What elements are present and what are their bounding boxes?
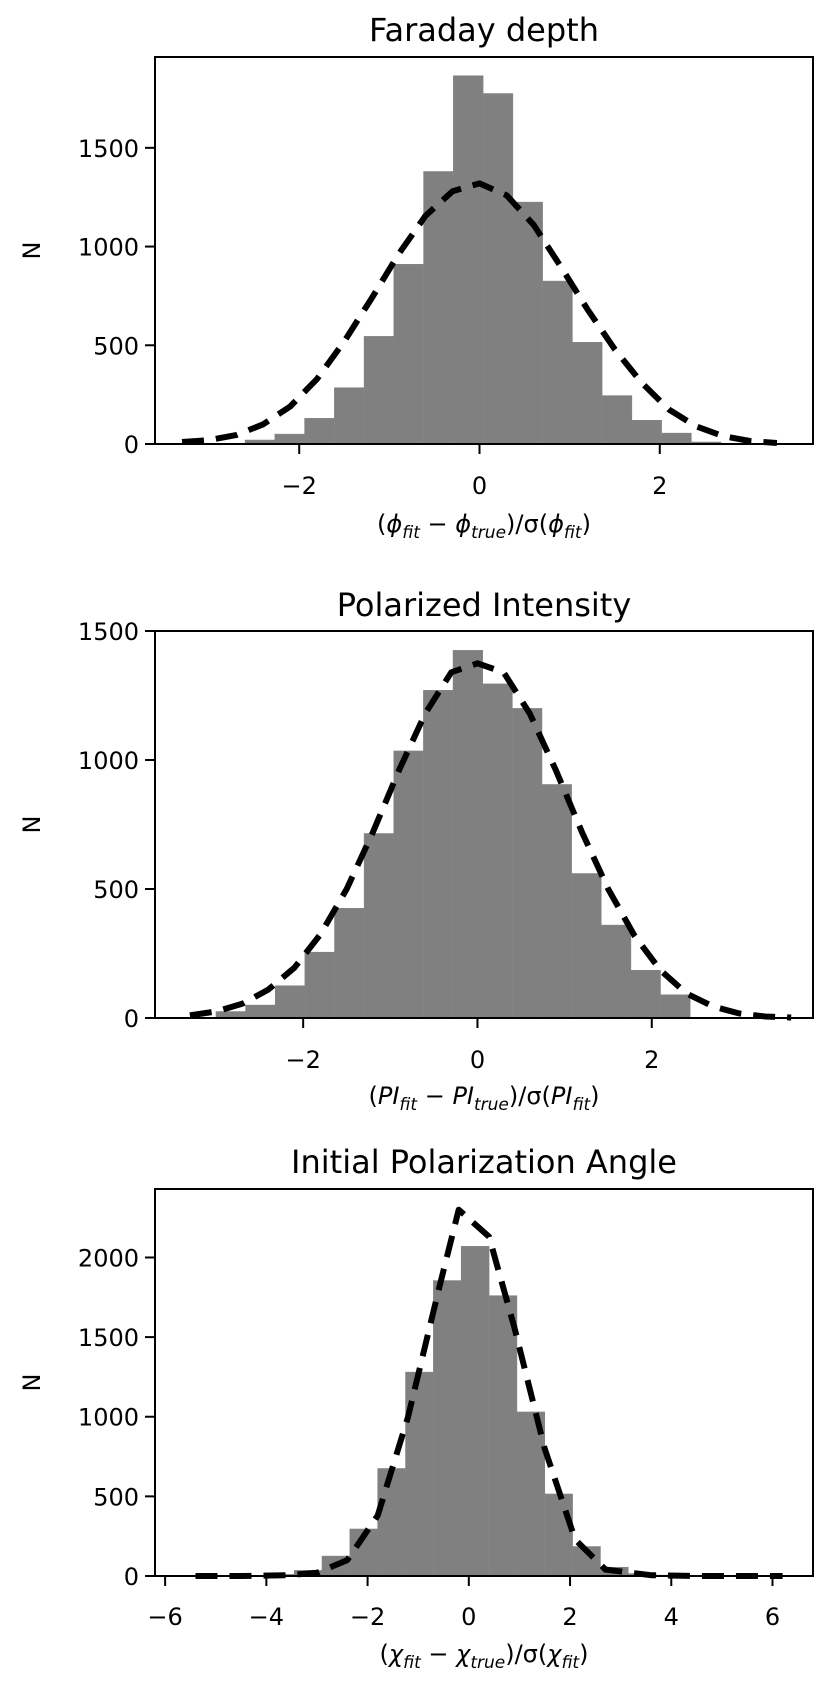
histogram-bar (660, 994, 691, 1019)
plot-frame (154, 56, 814, 445)
y-tick-label: 500 (93, 332, 139, 360)
x-tick-label: 4 (664, 1603, 679, 1631)
histogram-bar (571, 873, 602, 1019)
x-axis-label: (ϕfit − ϕtrue)/σ(ϕfit) (377, 510, 591, 543)
y-axis-label: N (18, 1374, 46, 1392)
histogram-bar (601, 395, 633, 445)
chart-title: Initial Polarization Angle (291, 1143, 677, 1181)
histogram-bar (516, 1411, 546, 1577)
plot-frame (154, 630, 814, 1019)
histogram-bar (541, 784, 572, 1019)
y-tick-label: 1000 (78, 234, 139, 262)
x-tick-label: 6 (765, 1603, 780, 1631)
histogram-bar (334, 387, 365, 445)
histogram-bar (453, 75, 484, 445)
x-tick-label: 2 (562, 1603, 577, 1631)
x-tick-label: −2 (350, 1603, 385, 1631)
x-tick-label: −6 (147, 1603, 182, 1631)
histogram-bar (363, 833, 395, 1019)
chart-panel-3: Initial Polarization Angle −6 −4 −2 0 2 4 6 0 500… (18, 1143, 814, 1673)
y-tick-label: 0 (124, 1005, 139, 1033)
histogram-bar (630, 969, 661, 1019)
y-tick-label: 1000 (78, 747, 139, 775)
chart-title: Faraday depth (369, 11, 599, 49)
histogram-bar (572, 342, 603, 445)
fit-curve-line (189, 660, 792, 1021)
histogram-bar (274, 433, 305, 445)
histogram-bar (512, 708, 543, 1019)
y-tick-label: 1500 (78, 618, 139, 646)
histogram-bar (423, 690, 454, 1019)
histogram-bar (334, 908, 365, 1019)
x-tick-label: 0 (472, 472, 487, 500)
histogram-bar (393, 750, 424, 1019)
y-tick-label: 1000 (78, 1404, 139, 1432)
y-tick-label: 1500 (78, 135, 139, 163)
histogram-bar (661, 432, 692, 445)
y-tick-label: 0 (124, 431, 139, 459)
histogram-bar (482, 93, 514, 445)
histogram-bar (433, 1280, 462, 1577)
fit-curve-line (195, 1206, 783, 1579)
histogram-bar (600, 924, 632, 1019)
y-tick-label: 2000 (78, 1244, 139, 1272)
x-tick-label: −4 (249, 1603, 284, 1631)
histogram-bar (512, 201, 543, 445)
x-tick-label: 2 (644, 1046, 659, 1074)
histogram-bar (304, 418, 335, 445)
fit-curve-line (181, 180, 778, 446)
histogram-bar (544, 1493, 573, 1577)
y-tick-label: 0 (124, 1563, 139, 1591)
histogram-bar (452, 650, 483, 1019)
y-axis-label: N (18, 816, 46, 834)
x-tick-label: 2 (652, 472, 667, 500)
histogram-bar (393, 264, 424, 445)
x-tick-label: −2 (282, 472, 317, 500)
histogram-bar (542, 280, 573, 445)
histogram-bar (245, 1004, 276, 1019)
y-tick-label: 500 (93, 876, 139, 904)
y-axis-label: N (18, 242, 46, 260)
histogram-bar (363, 336, 395, 445)
plot-frame (154, 1188, 814, 1577)
chart-panel-1: Faraday depth −2 0 2 0 500 1000 1500 N (ϕfit − ϕt… (18, 11, 814, 543)
chart-title: Polarized Intensity (337, 586, 632, 624)
histogram-bar (488, 1295, 518, 1577)
histogram-bar (460, 1246, 490, 1577)
chart-panel-2: Polarized Intensity −2 0 2 0 500 1000 1500 N (PIf… (18, 586, 814, 1115)
y-tick-label: 500 (93, 1483, 139, 1511)
histogram-bar (482, 683, 513, 1019)
x-tick-label: 0 (461, 1603, 476, 1631)
x-tick-label: −2 (285, 1046, 320, 1074)
histogram-bar (631, 420, 662, 445)
histogram-bar (274, 985, 306, 1019)
histogram-bar (304, 951, 335, 1019)
y-tick-label: 1500 (78, 1324, 139, 1352)
x-axis-label: (χfit − χtrue)/σ(χfit) (380, 1640, 589, 1673)
x-axis-label: (PIfit − PItrue)/σ(PIfit) (368, 1082, 599, 1115)
histogram-bar (377, 1468, 406, 1577)
x-tick-label: 0 (470, 1046, 485, 1074)
